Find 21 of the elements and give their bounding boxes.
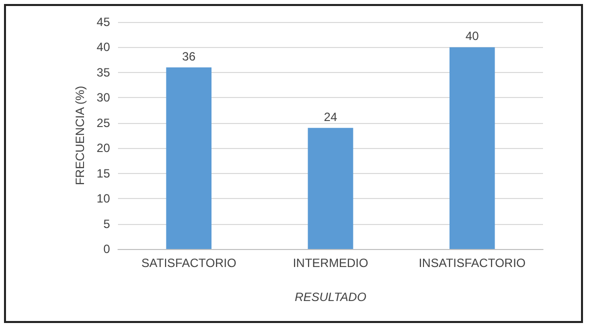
x-tick-label: INTERMEDIO [292,256,368,270]
y-tick-label: 25 [96,116,110,130]
y-tick-label: 45 [96,15,110,29]
data-label: 24 [324,110,338,124]
y-tick-label: 35 [96,65,110,80]
x-tick-label: INSATISFACTORIO [418,256,526,270]
bar [308,128,354,249]
bar [450,47,495,249]
y-axis-title: FRECUENCIA (%) [72,86,87,186]
bar [166,67,212,249]
y-tick-label: 10 [96,192,110,206]
data-label: 36 [182,49,196,64]
data-label: 40 [465,29,480,44]
y-tick-label: 20 [96,141,110,156]
x-tick-label: SATISFACTORIO [141,256,236,270]
y-tick-label: 5 [103,216,110,231]
y-tick-label: 40 [96,40,110,54]
y-tick-label: 15 [96,166,110,180]
x-axis-title: RESULTADO [294,290,366,304]
y-tick-label: 30 [96,90,110,105]
y-tick-label: 0 [103,242,110,256]
